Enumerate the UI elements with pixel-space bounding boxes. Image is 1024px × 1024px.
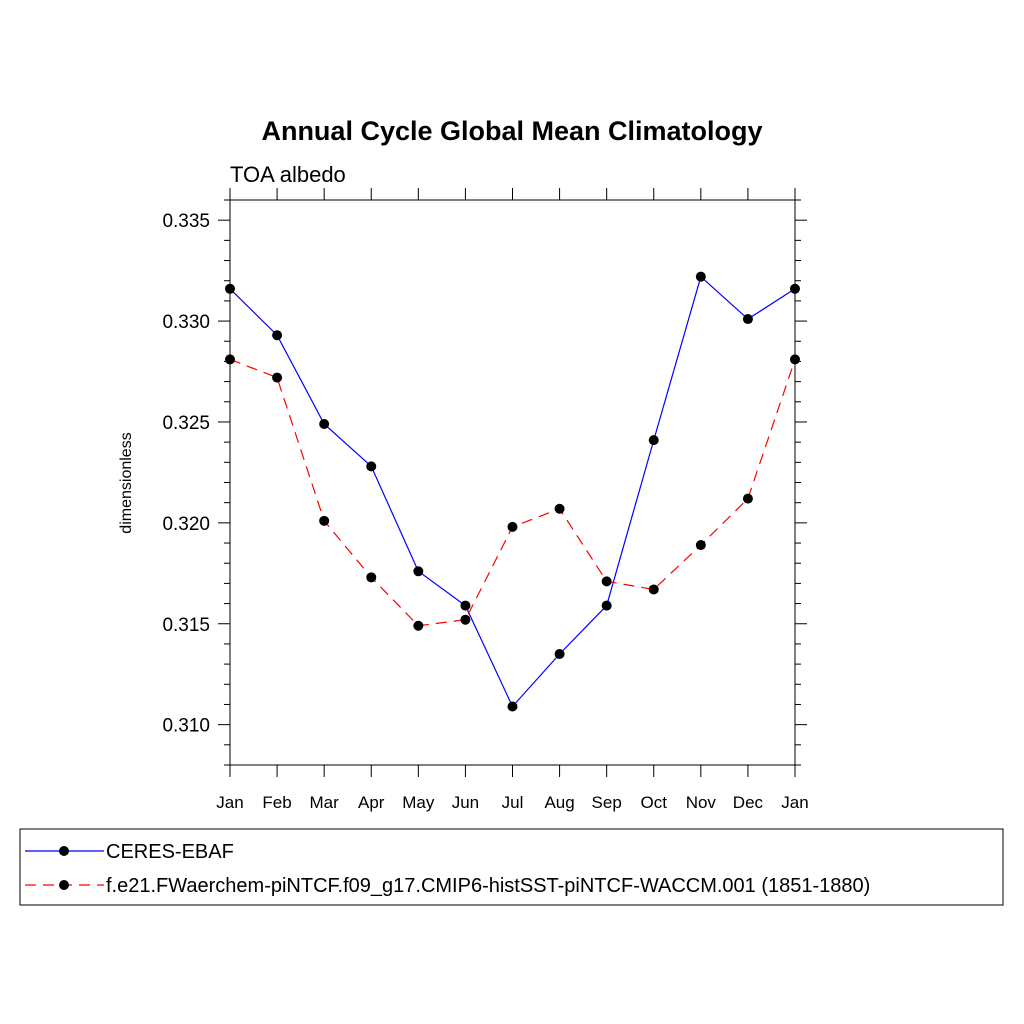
data-point <box>225 354 235 365</box>
x-tick-label: Nov <box>686 793 717 812</box>
data-point <box>648 435 659 446</box>
data-point <box>507 521 518 532</box>
data-point <box>601 600 612 611</box>
data-point <box>790 283 800 294</box>
data-point <box>413 620 424 631</box>
legend-label: f.e21.FWaerchem-piNTCF.f09_g17.CMIP6-his… <box>106 875 870 897</box>
legend-label: CERES-EBAF <box>106 841 234 863</box>
y-tick-label: 0.310 <box>162 716 210 737</box>
data-point <box>554 649 565 660</box>
y-tick-label: 0.315 <box>162 615 210 636</box>
x-tick-label: Sep <box>592 793 622 812</box>
x-tick-label: Jan <box>781 793 808 812</box>
data-point <box>319 515 330 526</box>
x-tick-label: Dec <box>733 793 764 812</box>
data-point <box>695 271 706 282</box>
data-point <box>742 314 753 325</box>
x-tick-label: Jun <box>452 793 479 812</box>
legend-marker <box>59 846 69 856</box>
data-point <box>460 614 471 625</box>
series-line <box>229 358 796 627</box>
data-point <box>601 576 612 587</box>
data-point <box>366 572 377 583</box>
x-tick-label: Oct <box>641 793 668 812</box>
x-tick-label: Aug <box>544 793 574 812</box>
chart-subtitle: TOA albedo <box>230 162 346 187</box>
series-1 <box>225 271 800 712</box>
data-point <box>648 584 659 595</box>
x-tick-label: Jul <box>502 793 524 812</box>
series-layer <box>225 271 800 712</box>
legend: CERES-EBAF f.e21.FWaerchem-piNTCF.f09_g17… <box>19 828 1004 906</box>
data-point <box>507 701 518 712</box>
data-point <box>790 354 800 365</box>
x-tick-label: Mar <box>310 793 340 812</box>
y-tick-label: 0.330 <box>162 312 210 333</box>
data-point <box>460 600 471 611</box>
y-tick-label: 0.325 <box>162 413 210 434</box>
y-tick-label: 0.320 <box>162 514 210 535</box>
data-point <box>742 493 753 504</box>
data-point <box>366 461 377 472</box>
y-axis-label: dimensionless <box>118 432 135 533</box>
legend-box <box>19 828 1004 906</box>
chart-title: Annual Cycle Global Mean Climatology <box>261 116 762 146</box>
x-axis-ticks: Jan Feb Mar Apr May Jun Jul Aug Sep Oct Nov Dec Jan <box>216 188 809 812</box>
data-point <box>695 540 706 551</box>
data-point <box>225 283 235 294</box>
data-point <box>319 418 330 429</box>
y-tick-label: 0.335 <box>162 211 210 232</box>
x-tick-label: Jan <box>216 793 243 812</box>
x-tick-label: May <box>402 793 435 812</box>
legend-marker <box>59 880 69 890</box>
data-point <box>272 330 283 341</box>
data-point <box>554 503 565 514</box>
x-tick-label: Apr <box>358 793 385 812</box>
data-point <box>272 372 283 383</box>
data-point <box>413 566 424 577</box>
y-axis-ticks: 0.310 0.315 0.320 0.325 0.330 0.335 <box>162 199 807 766</box>
x-tick-label: Feb <box>262 793 291 812</box>
series-2 <box>225 354 800 631</box>
